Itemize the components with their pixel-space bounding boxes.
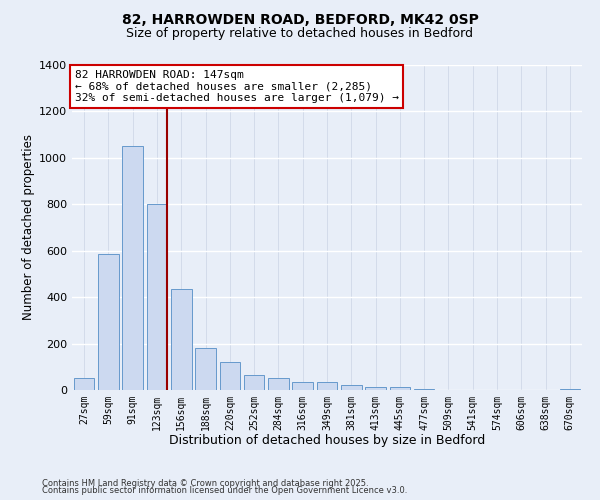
Text: 82, HARROWDEN ROAD, BEDFORD, MK42 0SP: 82, HARROWDEN ROAD, BEDFORD, MK42 0SP [122, 12, 478, 26]
Bar [74, 378, 94, 390]
Bar [560, 389, 580, 390]
Text: Contains HM Land Registry data © Crown copyright and database right 2025.: Contains HM Land Registry data © Crown c… [42, 478, 368, 488]
Bar [414, 389, 434, 390]
Bar [389, 387, 410, 390]
Bar [268, 378, 289, 390]
Bar [146, 204, 167, 390]
Bar [195, 348, 216, 390]
Text: 82 HARROWDEN ROAD: 147sqm
← 68% of detached houses are smaller (2,285)
32% of se: 82 HARROWDEN ROAD: 147sqm ← 68% of detac… [74, 70, 398, 103]
Bar [98, 254, 119, 390]
Bar [244, 375, 265, 390]
Text: Contains public sector information licensed under the Open Government Licence v3: Contains public sector information licen… [42, 486, 407, 495]
Bar [317, 382, 337, 390]
Bar [122, 146, 143, 390]
Bar [171, 289, 191, 390]
Bar [365, 386, 386, 390]
Bar [341, 386, 362, 390]
X-axis label: Distribution of detached houses by size in Bedford: Distribution of detached houses by size … [169, 434, 485, 448]
Text: Size of property relative to detached houses in Bedford: Size of property relative to detached ho… [127, 28, 473, 40]
Bar [292, 382, 313, 390]
Bar [220, 362, 240, 390]
Y-axis label: Number of detached properties: Number of detached properties [22, 134, 35, 320]
